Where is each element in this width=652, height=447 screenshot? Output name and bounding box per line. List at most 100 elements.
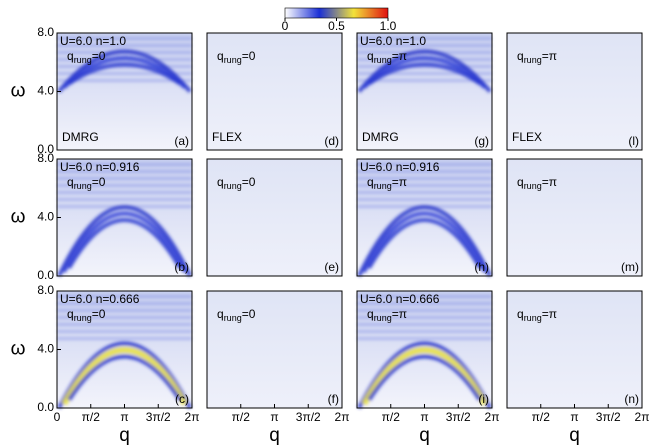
q-rung-part: rung xyxy=(374,313,392,323)
heatmap-bg xyxy=(207,291,342,408)
x-tick-label: π xyxy=(420,410,428,424)
panel-frame xyxy=(506,158,643,277)
band xyxy=(57,79,192,82)
band xyxy=(57,295,192,298)
y-axis-label: ω xyxy=(11,339,26,360)
y-tick-label: 4.0 xyxy=(37,342,54,356)
panel-letter: (c) xyxy=(175,392,189,406)
band xyxy=(57,330,192,333)
band xyxy=(57,65,192,68)
q-rung-part: =π xyxy=(542,307,557,321)
q-rung-part: rung xyxy=(374,181,392,191)
colorbar xyxy=(284,7,389,19)
y-tick-label: 0.0 xyxy=(37,268,54,282)
method-label: DMRG xyxy=(62,130,99,144)
heatmap-bg xyxy=(507,33,642,150)
q-rung-label: qrung=π xyxy=(517,175,557,191)
band xyxy=(57,184,192,187)
panel-letter: (n) xyxy=(624,392,639,406)
params-label: U=6.0 n=0.916 xyxy=(360,160,440,174)
panel-letter: (d) xyxy=(324,134,339,148)
q-rung-part: =0 xyxy=(92,49,106,63)
q-rung-label: qrung=π xyxy=(367,307,407,323)
dispersion-band xyxy=(367,218,482,270)
x-tick-label: π/2 xyxy=(82,410,101,424)
x-tick-label: π xyxy=(570,410,578,424)
q-rung-part: rung xyxy=(224,181,242,191)
y-tick-label: 8.0 xyxy=(37,25,54,39)
q-rung-part: q xyxy=(217,307,224,321)
q-rung-part: q xyxy=(67,49,74,63)
q-rung-part: rung xyxy=(524,313,542,323)
q-rung-part: =π xyxy=(542,175,557,189)
x-tick-label: 0 xyxy=(54,410,61,424)
y-axis-label: ω xyxy=(11,81,26,102)
dispersion-band xyxy=(57,49,192,93)
panel-letter: (b) xyxy=(174,260,189,274)
x-tick-label: π xyxy=(270,410,278,424)
band xyxy=(57,309,192,312)
band xyxy=(57,72,192,75)
x-tick-label: 3π/2 xyxy=(146,410,171,424)
heatmap-texture xyxy=(57,37,192,93)
q-rung-part: q xyxy=(367,307,374,321)
y-tick-label: 8.0 xyxy=(37,283,54,297)
y-axis-label: ω xyxy=(11,207,26,228)
panel-letter: (l) xyxy=(628,134,639,148)
params-label: U=6.0 n=0.666 xyxy=(360,292,440,306)
panel-frame xyxy=(506,32,643,151)
dispersion-band xyxy=(367,354,482,402)
band xyxy=(57,37,192,40)
dispersion-band xyxy=(62,211,187,273)
x-axis-label: q xyxy=(269,425,280,446)
heatmap-texture xyxy=(57,295,192,409)
band xyxy=(57,191,192,194)
x-axis-label: q xyxy=(569,425,580,446)
band xyxy=(57,316,192,319)
dispersion-band xyxy=(357,341,492,409)
band xyxy=(57,44,192,47)
band xyxy=(357,184,492,187)
q-rung-part: q xyxy=(367,175,374,189)
x-tick-label: π/2 xyxy=(532,410,551,424)
heatmap-bg xyxy=(357,159,492,276)
q-rung-label: qrung=0 xyxy=(67,49,106,65)
q-rung-label: qrung=0 xyxy=(217,307,256,323)
band xyxy=(357,65,492,68)
panel-letter: (g) xyxy=(474,134,489,148)
panel-letter: (h) xyxy=(474,260,489,274)
q-rung-part: q xyxy=(367,49,374,63)
band xyxy=(357,170,492,173)
panel-letter: (f) xyxy=(328,392,339,406)
colorbar-tick-label: 0.5 xyxy=(328,19,345,33)
q-rung-part: =0 xyxy=(92,307,106,321)
band xyxy=(57,302,192,305)
q-rung-part: rung xyxy=(74,55,92,65)
band xyxy=(357,302,492,305)
method-label: FLEX xyxy=(212,130,242,144)
q-rung-part: =0 xyxy=(242,49,256,63)
dispersion-band xyxy=(362,211,487,273)
dispersion-band xyxy=(67,354,182,402)
band xyxy=(357,309,492,312)
q-rung-part: q xyxy=(517,307,524,321)
dispersion-band xyxy=(57,341,192,409)
panel-letter: (i) xyxy=(478,392,489,406)
q-rung-label: qrung=0 xyxy=(217,175,256,191)
panel-frame xyxy=(356,158,493,277)
heatmap-bg xyxy=(207,33,342,150)
band xyxy=(57,170,192,173)
q-rung-part: rung xyxy=(524,181,542,191)
heatmap-texture xyxy=(357,295,492,409)
q-rung-part: q xyxy=(517,175,524,189)
x-tick-label: π/2 xyxy=(382,410,401,424)
q-rung-part: rung xyxy=(224,313,242,323)
x-tick-label: π/2 xyxy=(232,410,251,424)
q-rung-label: qrung=0 xyxy=(67,175,106,191)
x-tick-label: 3π/2 xyxy=(446,410,471,424)
params-label: U=6.0 n=1.0 xyxy=(60,34,126,48)
dispersion-band xyxy=(367,62,482,86)
dispersion-band xyxy=(67,62,182,86)
panel-frame xyxy=(206,158,343,277)
